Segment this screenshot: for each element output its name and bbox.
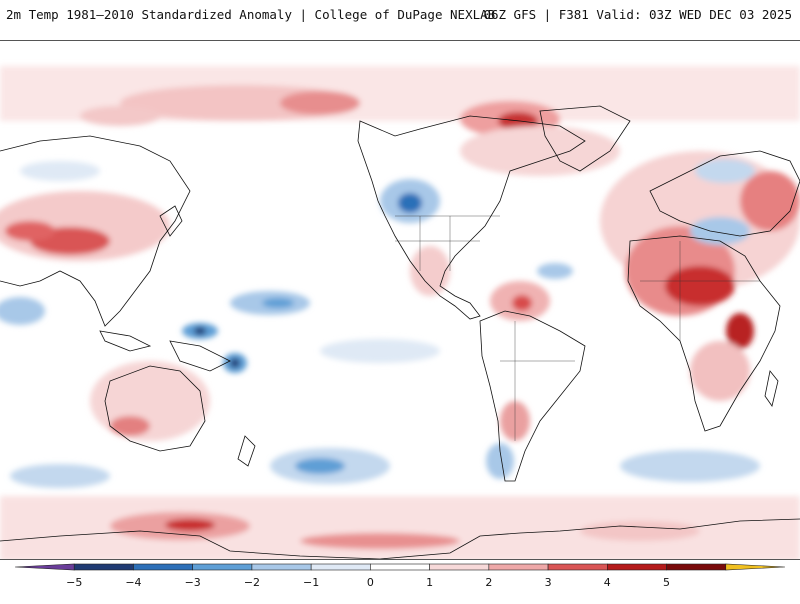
colorbar-segment xyxy=(488,563,549,571)
colorbar-segment xyxy=(725,563,786,571)
colorbar-tick-label: −4 xyxy=(125,576,142,589)
colorbar-tick-label: 0 xyxy=(366,576,374,589)
colorbar-segment xyxy=(192,563,253,571)
colorbar-segment xyxy=(666,563,727,571)
coastlines xyxy=(0,105,800,559)
colorbar-tick-label: 3 xyxy=(544,576,552,589)
colorbar-legend: −5 −4 −3 −2 −1 0 1 2 3 4 5 xyxy=(0,560,800,600)
colorbar-segment xyxy=(429,563,490,571)
colorbar-tick-label: 1 xyxy=(426,576,434,589)
colorbar-segment xyxy=(310,563,371,571)
colorbar-tick-label: 2 xyxy=(485,576,493,589)
map-canvas xyxy=(0,41,800,559)
colorbar-tick-label: 4 xyxy=(603,576,611,589)
colorbar-tick-label: −5 xyxy=(66,576,83,589)
colorbar-segment xyxy=(133,563,193,571)
map-title: 2m Temp 1981–2010 Standardized Anomaly |… xyxy=(6,7,496,22)
colorbar-tick-label: −1 xyxy=(303,576,320,589)
political-borders xyxy=(395,215,760,441)
colorbar-graphic xyxy=(14,563,786,571)
colorbar-tick-label: −2 xyxy=(243,576,261,589)
header-bar: 2m Temp 1981–2010 Standardized Anomaly |… xyxy=(0,0,800,32)
colorbar-segment xyxy=(14,563,75,571)
colorbar-segment xyxy=(547,563,608,571)
colorbar-segment xyxy=(251,563,312,571)
run-info: 06Z GFS | F381 Valid: 03Z WED DEC 03 202… xyxy=(483,7,792,22)
colorbar-tick-label: −3 xyxy=(184,576,201,589)
colorbar-tick-label: 5 xyxy=(663,576,671,589)
colorbar-segment xyxy=(73,563,134,571)
colorbar-segment xyxy=(370,563,430,571)
colorbar-segment xyxy=(607,563,667,571)
anomaly-map[interactable] xyxy=(0,40,800,560)
